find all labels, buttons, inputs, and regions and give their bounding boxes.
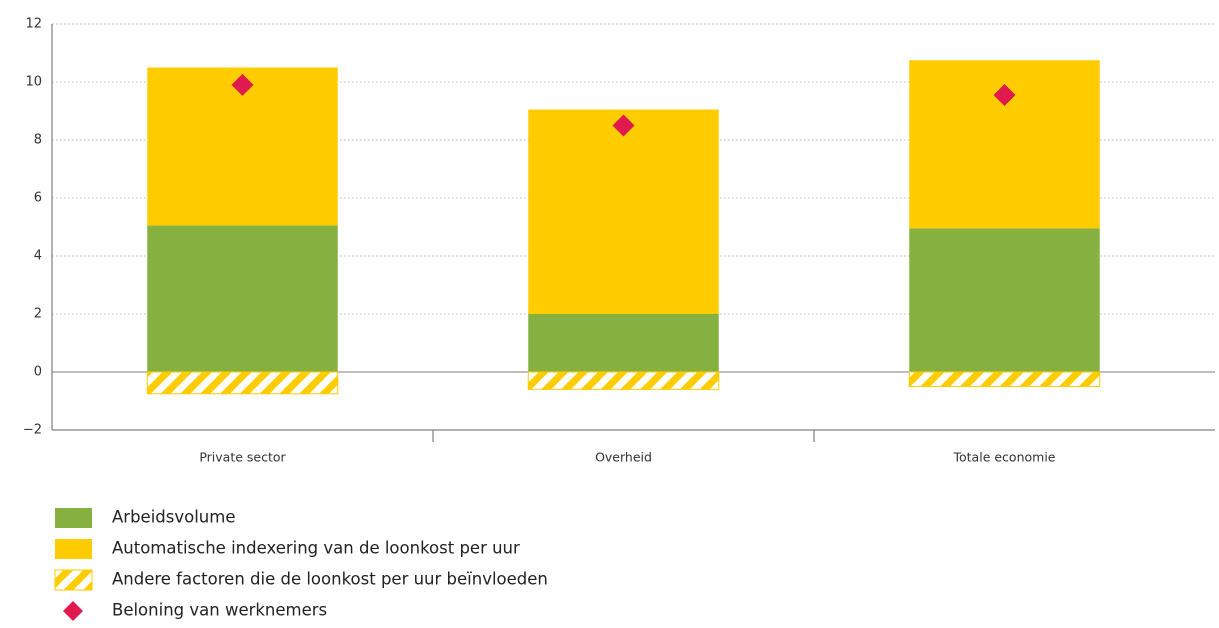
bar-segment <box>908 371 1101 387</box>
y-tick-label: −2 <box>23 423 42 438</box>
legend-label: Beloning van werknemers <box>112 601 327 620</box>
diamond-marker <box>231 73 254 96</box>
y-tick-label: 8 <box>34 133 42 148</box>
legend-label: Arbeidsvolume <box>112 508 235 527</box>
bar-segment <box>528 314 719 372</box>
bar-segment <box>146 371 339 395</box>
y-tick-label: 4 <box>34 249 42 264</box>
bar-segment <box>147 225 338 372</box>
bar-segment <box>909 228 1100 372</box>
x-tick-label: Private sector <box>199 450 286 465</box>
x-tick-label: Overheid <box>595 450 652 465</box>
diamond-marker <box>993 84 1016 107</box>
y-tick-label: 0 <box>34 365 42 380</box>
legend-swatch <box>55 508 92 528</box>
legend-swatch <box>54 569 93 591</box>
bar-segment <box>527 371 720 390</box>
y-tick-label: 6 <box>34 191 42 206</box>
diamond-marker <box>612 114 635 137</box>
x-tick-label: Totale economie <box>953 450 1056 465</box>
bar-segment <box>528 109 719 314</box>
legend-label: Automatische indexering van de loonkost … <box>112 539 520 558</box>
y-tick-label: 10 <box>25 75 42 90</box>
y-tick-label: 2 <box>34 307 42 322</box>
legend-swatch <box>63 601 83 621</box>
y-tick-label: 12 <box>25 17 42 32</box>
legend-label: Andere factoren die de loonkost per uur … <box>112 570 548 589</box>
legend-swatch <box>55 539 92 559</box>
